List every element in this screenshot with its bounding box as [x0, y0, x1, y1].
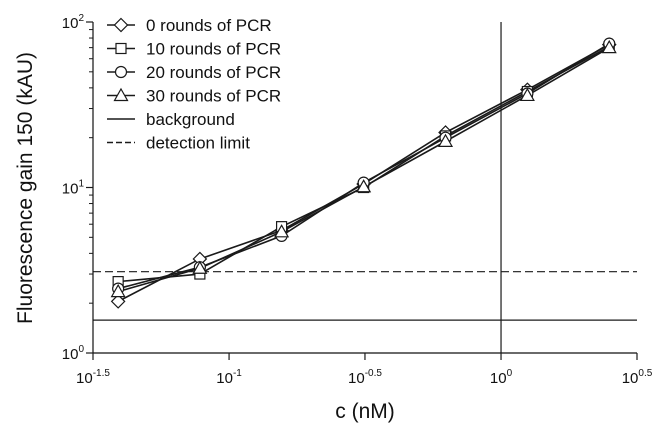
x-tick-label: 100.5 — [622, 368, 653, 387]
legend-marker — [113, 87, 129, 102]
series-3-line — [117, 46, 610, 293]
series-0 — [117, 43, 610, 303]
y-ticks: 100 101 102 — [62, 13, 93, 363]
legend-label: 10 rounds of PCR — [146, 40, 281, 59]
x-tick-label: 10-1 — [216, 368, 242, 387]
y-tick-label: 102 — [62, 13, 85, 32]
series-3 — [117, 46, 610, 293]
legend-label: background — [146, 110, 235, 129]
series-0-line — [117, 43, 610, 303]
legend-entry: 0 rounds of PCR — [107, 16, 272, 35]
series-3-point — [437, 133, 454, 147]
legend: 0 rounds of PCR 10 rounds of PCR 20 rounds… — [107, 16, 281, 153]
legend-entry: detection limit — [107, 134, 250, 153]
series-0-point — [110, 294, 126, 309]
legend-label: detection limit — [146, 134, 250, 153]
legend-entry: 30 rounds of PCR — [107, 87, 281, 106]
x-tick-label: 10-0.5 — [348, 368, 382, 387]
legend-label: 30 rounds of PCR — [146, 87, 281, 106]
series-3-point — [519, 87, 535, 102]
y-tick-label: 100 — [62, 344, 85, 363]
legend-marker — [115, 42, 127, 55]
legend-entry: 10 rounds of PCR — [107, 40, 281, 59]
series-3-point — [192, 260, 208, 274]
legend-marker — [114, 65, 128, 79]
x-tick-label: 100 — [490, 368, 513, 387]
series-3-point — [274, 224, 290, 238]
x-tick-label: 10-1.5 — [76, 368, 110, 387]
x-ticks: 10-1.5 10-1 10-0.5 100 100.5 — [76, 353, 653, 387]
series-3-point — [356, 179, 372, 193]
series-3-point — [110, 283, 126, 298]
legend-label: 0 rounds of PCR — [146, 16, 272, 35]
legend-entry: background — [107, 110, 235, 129]
legend-label: 20 rounds of PCR — [146, 63, 281, 82]
x-axis-title: c (nM) — [335, 400, 395, 423]
y-axis-title: Fluorescence gain 150 (kAU) — [14, 52, 37, 324]
legend-marker — [113, 17, 129, 33]
legend-entry: 20 rounds of PCR — [107, 63, 281, 82]
y-tick-label: 101 — [62, 179, 85, 198]
series-3-points — [110, 39, 617, 298]
series-3-point — [601, 39, 617, 54]
series-layer — [110, 37, 617, 309]
